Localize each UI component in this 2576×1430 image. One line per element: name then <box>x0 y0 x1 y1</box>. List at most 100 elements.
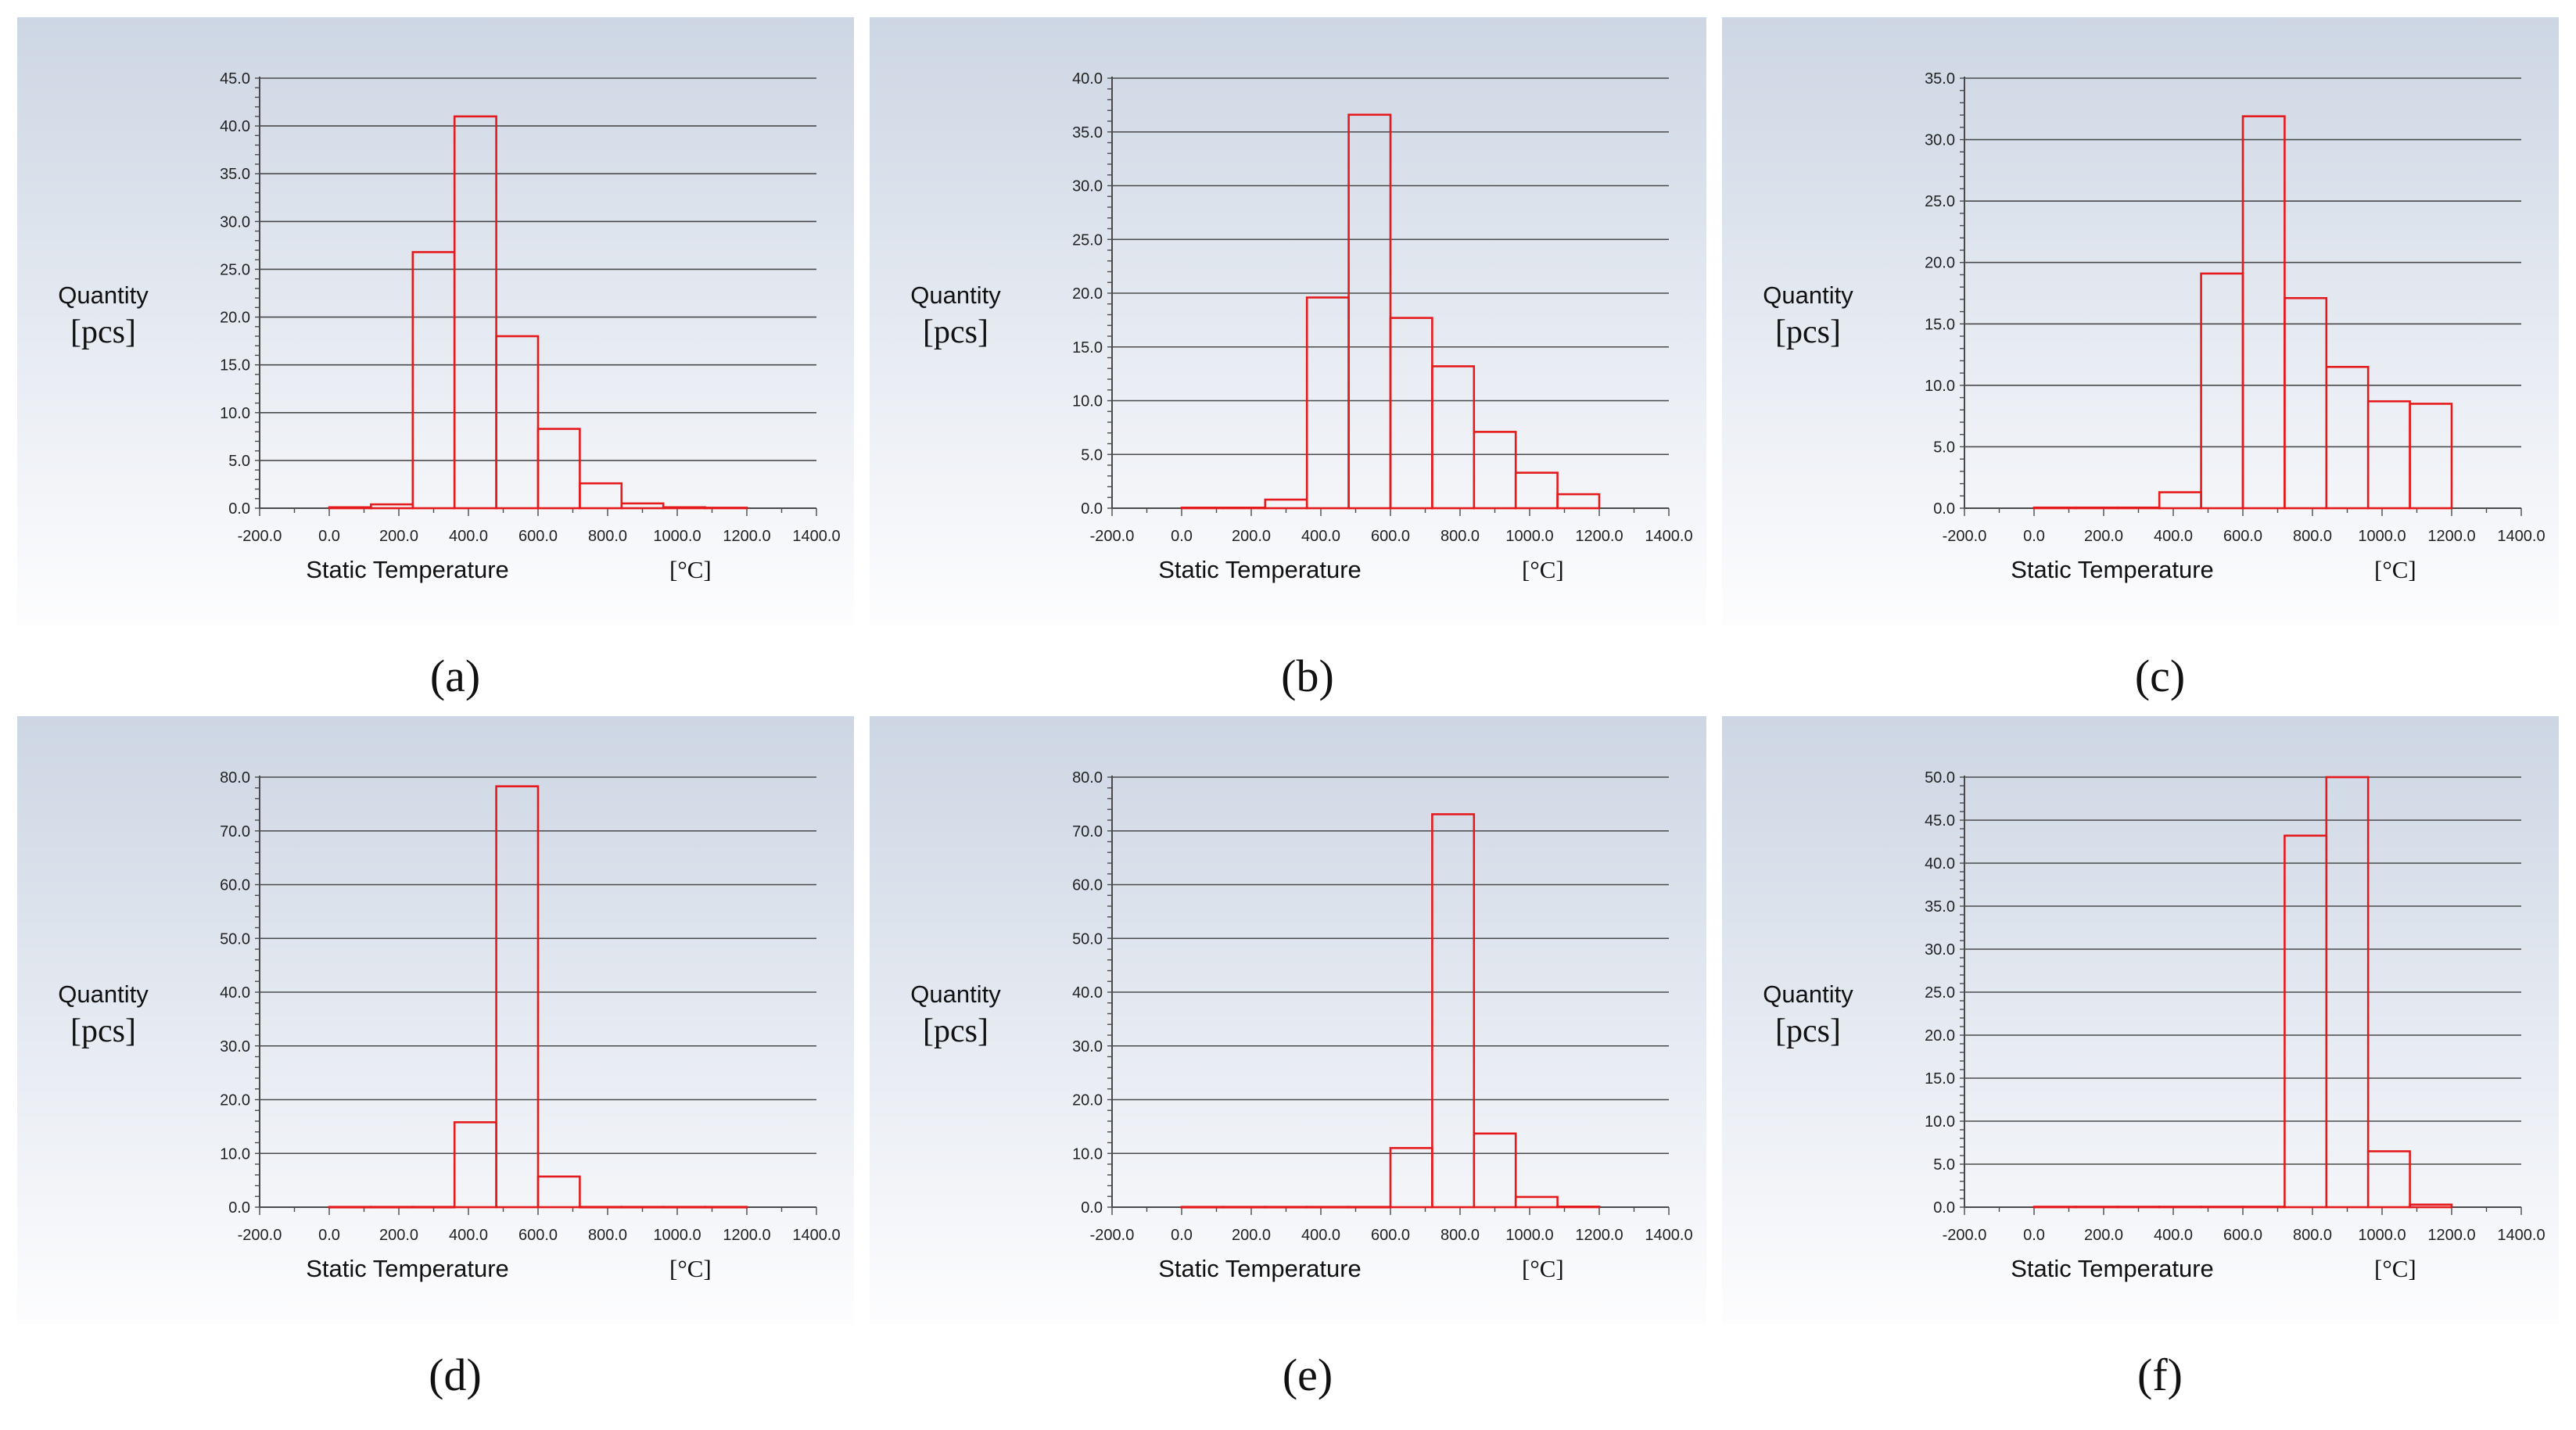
histogram-bar <box>2366 1150 2411 1209</box>
chart-panel-c: 0.0 5.0 10.0 15.0 20.0 25.0 30.0 35.0 -200.0 0.0 2… <box>1722 17 2559 701</box>
y-axis-unit: [pcs] <box>923 314 988 350</box>
x-tick-label: 600.0 <box>2223 1227 2262 1244</box>
chart-panel-e: 0.0 10.0 20.0 30.0 40.0 50.0 60.0 70.0 80.0 -200.… <box>870 716 1706 1400</box>
x-axis-label: Static Temperature <box>1158 1255 1362 1282</box>
y-tick-label: 35.0 <box>1072 124 1103 142</box>
y-tick-label: 40.0 <box>220 118 250 135</box>
x-tick-label: 400.0 <box>2154 1227 2193 1244</box>
x-tick-label: 1400.0 <box>1645 528 1692 545</box>
x-tick-label: 400.0 <box>1301 1227 1340 1244</box>
histogram-bar <box>2409 403 2453 510</box>
y-tick-label: 60.0 <box>220 877 250 894</box>
chart-panel-a: 0.0 5.0 10.0 15.0 20.0 25.0 30.0 35.0 40.0 45.0 -2… <box>17 17 854 701</box>
histogram-bar <box>620 1206 665 1209</box>
y-tick-label: 35.0 <box>1925 898 1955 916</box>
histogram-bar <box>2075 506 2119 510</box>
histogram-bar <box>1222 1206 1267 1209</box>
x-tick-label: 600.0 <box>518 528 558 545</box>
histogram-bar <box>453 115 497 510</box>
x-tick-label: -200.0 <box>1090 1227 1135 1244</box>
y-tick-label: 60.0 <box>1072 877 1103 894</box>
y-tick-label: 25.0 <box>1925 193 1955 210</box>
histogram-bar <box>1264 1206 1308 1209</box>
y-tick-label: 5.0 <box>1081 446 1103 464</box>
panel-background <box>870 716 1706 1324</box>
y-tick-label: 45.0 <box>220 70 250 88</box>
y-tick-label: 40.0 <box>220 984 250 1002</box>
x-tick-label: 1400.0 <box>792 1227 840 1244</box>
x-tick-label: 0.0 <box>318 1227 340 1244</box>
y-axis-label: Quantity <box>58 980 149 1008</box>
chart-panel-f: 0.0 5.0 10.0 15.0 20.0 25.0 30.0 35.0 40.0 45.0 50… <box>1722 716 2559 1400</box>
histogram-bar <box>1347 113 1392 510</box>
y-tick-label: 50.0 <box>220 930 250 948</box>
y-tick-label: 20.0 <box>1925 1027 1955 1045</box>
histogram-bar <box>536 1175 581 1209</box>
x-axis-label: Static Temperature <box>2011 1255 2214 1282</box>
x-tick-label: 1200.0 <box>1575 1227 1623 1244</box>
x-tick-label: 400.0 <box>449 528 488 545</box>
x-tick-label: 1000.0 <box>2358 1227 2406 1244</box>
histogram-bar <box>1473 1132 1517 1209</box>
y-tick-label: 5.0 <box>1933 439 1955 456</box>
chart-panel-b: 0.0 5.0 10.0 15.0 20.0 25.0 30.0 35.0 40.0 -200.0… <box>870 17 1706 701</box>
y-axis-label: Quantity <box>1763 281 1853 309</box>
x-tick-label: 1000.0 <box>653 528 701 545</box>
panel-background <box>17 716 854 1324</box>
histogram-bar <box>2032 1206 2077 1209</box>
histogram-bar <box>2158 1206 2202 1209</box>
panel-caption: (b) <box>1281 650 1334 701</box>
x-tick-label: 400.0 <box>2154 528 2193 545</box>
histogram-bar <box>1347 1206 1392 1209</box>
histogram-bar <box>704 507 748 510</box>
histogram-bar <box>2116 506 2161 510</box>
y-axis-unit: [pcs] <box>1775 1013 1841 1049</box>
panel-caption: (c) <box>2135 650 2185 701</box>
y-tick-label: 30.0 <box>1925 941 1955 959</box>
y-tick-label: 50.0 <box>1072 930 1103 948</box>
y-tick-label: 40.0 <box>1072 984 1103 1002</box>
y-axis-unit: [pcs] <box>1775 314 1841 350</box>
y-tick-label: 40.0 <box>1925 855 1955 873</box>
x-axis-unit: [°C] <box>1522 1255 1564 1282</box>
histogram-bar <box>662 506 706 510</box>
x-tick-label: 600.0 <box>1371 1227 1410 1244</box>
histogram-bar <box>411 1206 456 1209</box>
y-tick-label: 0.0 <box>228 1199 250 1217</box>
x-tick-label: 1200.0 <box>723 1227 770 1244</box>
x-axis-unit: [°C] <box>669 556 712 583</box>
y-axis-unit: [pcs] <box>70 314 136 350</box>
y-tick-label: 20.0 <box>1925 255 1955 272</box>
y-tick-label: 30.0 <box>220 1038 250 1055</box>
x-tick-label: -200.0 <box>1943 1227 1987 1244</box>
panel-background <box>1722 716 2559 1324</box>
histogram-bar <box>704 1206 748 1209</box>
y-tick-label: 25.0 <box>1925 984 1955 1002</box>
x-tick-label: 1400.0 <box>2497 1227 2545 1244</box>
y-axis-label: Quantity <box>910 281 1001 309</box>
y-tick-label: 10.0 <box>1072 393 1103 410</box>
x-axis-label: Static Temperature <box>2011 556 2214 583</box>
y-tick-label: 15.0 <box>1925 316 1955 333</box>
panel-caption: (d) <box>429 1349 482 1400</box>
x-axis-unit: [°C] <box>2374 1255 2416 1282</box>
x-tick-label: 600.0 <box>2223 528 2262 545</box>
panel-caption: (f) <box>2137 1349 2183 1400</box>
histogram-bar <box>328 1206 372 1209</box>
histogram-bar <box>2409 1203 2453 1209</box>
y-axis-label: Quantity <box>1763 980 1853 1008</box>
histogram-bar <box>2325 776 2370 1209</box>
x-tick-label: 1200.0 <box>2427 528 2475 545</box>
histogram-bar <box>1556 1206 1601 1209</box>
x-axis-unit: [°C] <box>669 1255 712 1282</box>
x-tick-label: 0.0 <box>2023 1227 2045 1244</box>
y-tick-label: 10.0 <box>220 1145 250 1163</box>
histogram-bar <box>2116 1206 2161 1209</box>
histogram-bar <box>328 506 372 510</box>
x-tick-label: 600.0 <box>1371 528 1410 545</box>
x-tick-label: -200.0 <box>1943 528 1987 545</box>
y-tick-label: 20.0 <box>220 1092 250 1109</box>
x-tick-label: 800.0 <box>2293 1227 2332 1244</box>
y-tick-label: 15.0 <box>1925 1070 1955 1088</box>
x-tick-label: 1400.0 <box>2497 528 2545 545</box>
